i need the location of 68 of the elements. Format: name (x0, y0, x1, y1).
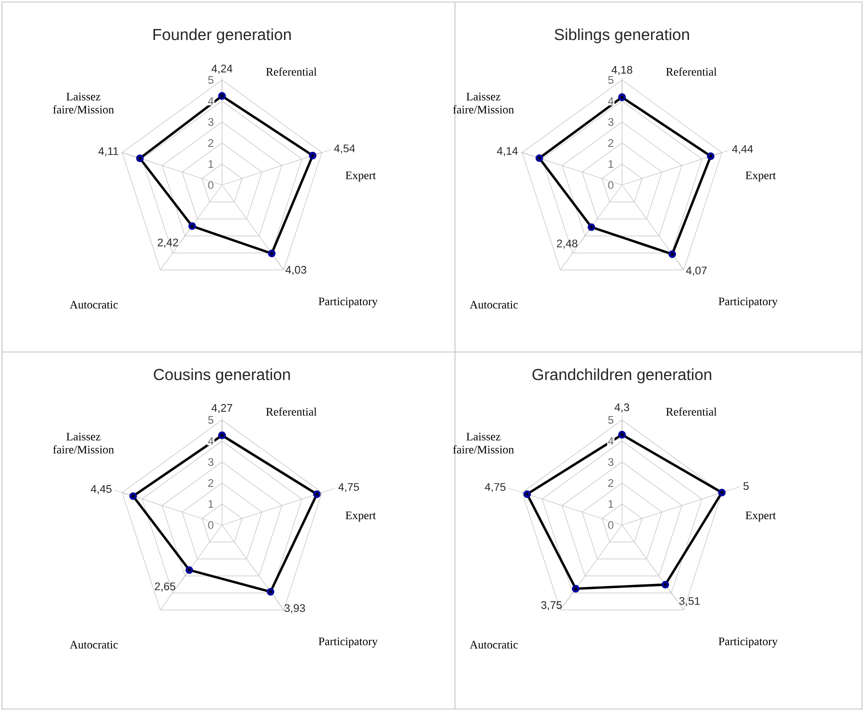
chart-title: Siblings generation (554, 28, 689, 44)
spoke-label: Autocratic (70, 640, 118, 649)
data-label: 4,18 (612, 66, 632, 76)
data-label: 2,42 (158, 238, 178, 248)
y-tick-label: 0 (608, 521, 614, 529)
chart-title: Cousins generation (154, 368, 290, 384)
spoke-label: Autocratic (470, 300, 518, 309)
data-label: 4,07 (686, 266, 707, 276)
data-label: 4,75 (338, 483, 359, 492)
y-tick-label: 3 (208, 118, 214, 126)
spoke-label: Referential (666, 67, 717, 76)
spoke-label: Expert (346, 512, 376, 522)
data-label: 4,03 (286, 266, 306, 276)
data-label: 3,75 (541, 601, 562, 610)
y-tick-label: 1 (608, 160, 614, 168)
spoke-label: Participatory (718, 298, 778, 308)
data-label: 2,65 (154, 582, 176, 592)
data-label: 4,44 (732, 145, 753, 154)
data-label: 4,45 (90, 485, 112, 494)
y-tick-label: 5 (608, 76, 614, 84)
y-tick-label: 5 (208, 76, 214, 84)
spoke-label: Laissez faire/Mission (53, 92, 114, 114)
y-tick-label: 3 (608, 118, 614, 126)
spoke-label: Participatory (318, 298, 378, 308)
data-label: 4,27 (212, 404, 232, 414)
spoke-label: Expert (746, 172, 776, 182)
y-tick-label: 1 (608, 500, 614, 508)
spoke-label: Referential (266, 407, 317, 416)
y-tick-label: 4 (208, 437, 214, 445)
data-label: 4,3 (614, 403, 630, 412)
data-label: 4,54 (334, 144, 355, 154)
y-tick-label: 5 (608, 416, 614, 424)
data-label: 4,14 (496, 147, 518, 156)
data-label: 4,75 (484, 483, 506, 492)
spoke-label: Referential (266, 67, 317, 76)
y-tick-label: 3 (208, 458, 214, 466)
data-label: 2,48 (556, 240, 578, 249)
y-tick-label: 4 (608, 97, 614, 105)
y-tick-label: 3 (608, 458, 614, 466)
spoke-label: Referential (666, 407, 717, 416)
y-tick-label: 4 (608, 437, 614, 445)
y-tick-label: 4 (208, 97, 214, 105)
y-tick-label: 2 (608, 139, 614, 147)
y-tick-label: 5 (208, 416, 214, 424)
spoke-label: Participatory (318, 638, 378, 648)
y-tick-label: 1 (208, 500, 214, 508)
data-label: 4,24 (212, 64, 232, 74)
data-label: 5 (743, 482, 749, 490)
data-label: 4,11 (98, 147, 118, 156)
spoke-label: Expert (346, 172, 376, 182)
spoke-label: Laissez faire/Mission (453, 92, 514, 114)
y-tick-label: 2 (208, 479, 214, 487)
spoke-label: Participatory (718, 638, 778, 648)
y-tick-label: 0 (208, 181, 214, 189)
data-label: 3,51 (679, 597, 700, 606)
y-tick-label: 2 (608, 479, 614, 487)
y-tick-label: 2 (208, 139, 214, 147)
data-label: 3,93 (284, 604, 305, 614)
y-tick-label: 0 (208, 521, 214, 529)
y-tick-label: 0 (608, 181, 614, 189)
chart-title: Grandchildren generation (532, 368, 712, 384)
spoke-label: Autocratic (470, 640, 518, 649)
y-tick-label: 1 (208, 160, 214, 168)
spoke-label: Autocratic (70, 300, 118, 309)
spoke-label: Expert (746, 512, 776, 522)
spoke-label: Laissez faire/Mission (53, 432, 114, 454)
spoke-label: Laissez faire/Mission (453, 432, 514, 454)
chart-title: Founder generation (153, 28, 291, 44)
